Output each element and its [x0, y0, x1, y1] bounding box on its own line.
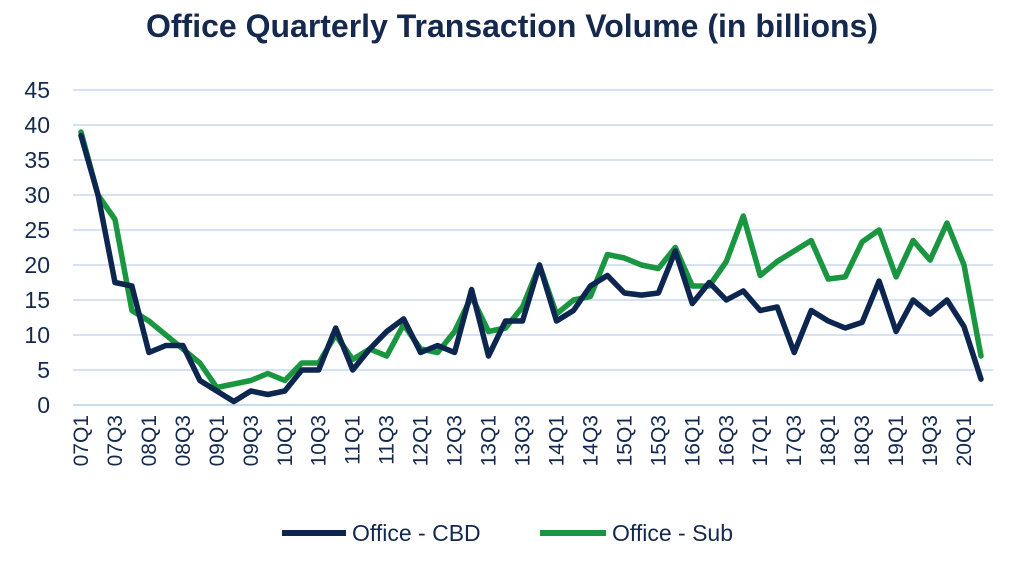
gridlines: [73, 89, 993, 371]
x-tick-label: 16Q1: [681, 415, 704, 466]
x-tick-label: 12Q1: [410, 415, 433, 466]
y-tick-label: 0: [37, 392, 50, 418]
y-tick-label: 45: [24, 77, 50, 103]
x-tick-label: 15Q3: [647, 415, 670, 466]
y-tick-label: 25: [24, 217, 50, 243]
y-tick-label: 15: [24, 287, 50, 313]
x-tick-label: 16Q3: [715, 415, 738, 466]
legend-label: Office - Sub: [612, 520, 733, 546]
x-tick-label: 09Q3: [240, 415, 263, 466]
x-tick-label: 10Q3: [308, 415, 331, 466]
x-tick-label: 15Q1: [613, 415, 636, 466]
series-lines: [78, 129, 984, 405]
x-tick-label: 18Q1: [817, 415, 840, 466]
y-tick-label: 5: [37, 357, 50, 383]
y-tick-label: 20: [24, 252, 50, 278]
y-tick-label: 35: [24, 147, 50, 173]
x-tick-label: 19Q1: [885, 415, 908, 466]
y-tick-label: 10: [24, 322, 50, 348]
x-tick-label: 07Q1: [70, 415, 93, 466]
x-tick-label: 19Q3: [919, 415, 942, 466]
x-tick-label: 08Q3: [172, 415, 195, 466]
x-tick-label: 11Q3: [376, 415, 399, 465]
x-tick-label: 11Q1: [342, 415, 365, 465]
y-tick-label: 40: [24, 112, 50, 138]
x-tick-label: 18Q3: [851, 415, 874, 466]
x-axis: 07Q1 07Q3 08Q1 08Q3 09Q1 09Q3 10Q1 10Q3 11Q1 11Q3…: [70, 404, 993, 466]
x-tick-label: 08Q1: [138, 415, 161, 466]
y-tick-label: 30: [24, 182, 50, 208]
series-line-sub: [78, 129, 984, 391]
x-tick-label: 17Q1: [749, 415, 772, 466]
series-line-cbd: [78, 132, 984, 405]
x-tick-label: 09Q1: [206, 415, 229, 466]
y-axis-ticks: 0 5 10 15 20 25 30 35 40 45: [24, 77, 50, 418]
x-tick-label: 13Q1: [478, 415, 501, 466]
x-tick-label: 14Q1: [545, 415, 568, 466]
x-tick-label: 13Q3: [512, 415, 535, 466]
chart-title: Office Quarterly Transaction Volume (in …: [146, 8, 878, 44]
x-tick-label: 12Q3: [444, 415, 467, 466]
legend: Office - CBD Office - Sub: [282, 520, 733, 546]
x-tick-label: 10Q1: [274, 415, 297, 466]
x-tick-label: 14Q3: [579, 415, 602, 466]
x-tick-label: 20Q1: [953, 415, 976, 466]
x-tick-label: 07Q3: [104, 415, 127, 466]
legend-label: Office - CBD: [352, 520, 481, 546]
x-tick-label: 17Q3: [783, 415, 806, 466]
